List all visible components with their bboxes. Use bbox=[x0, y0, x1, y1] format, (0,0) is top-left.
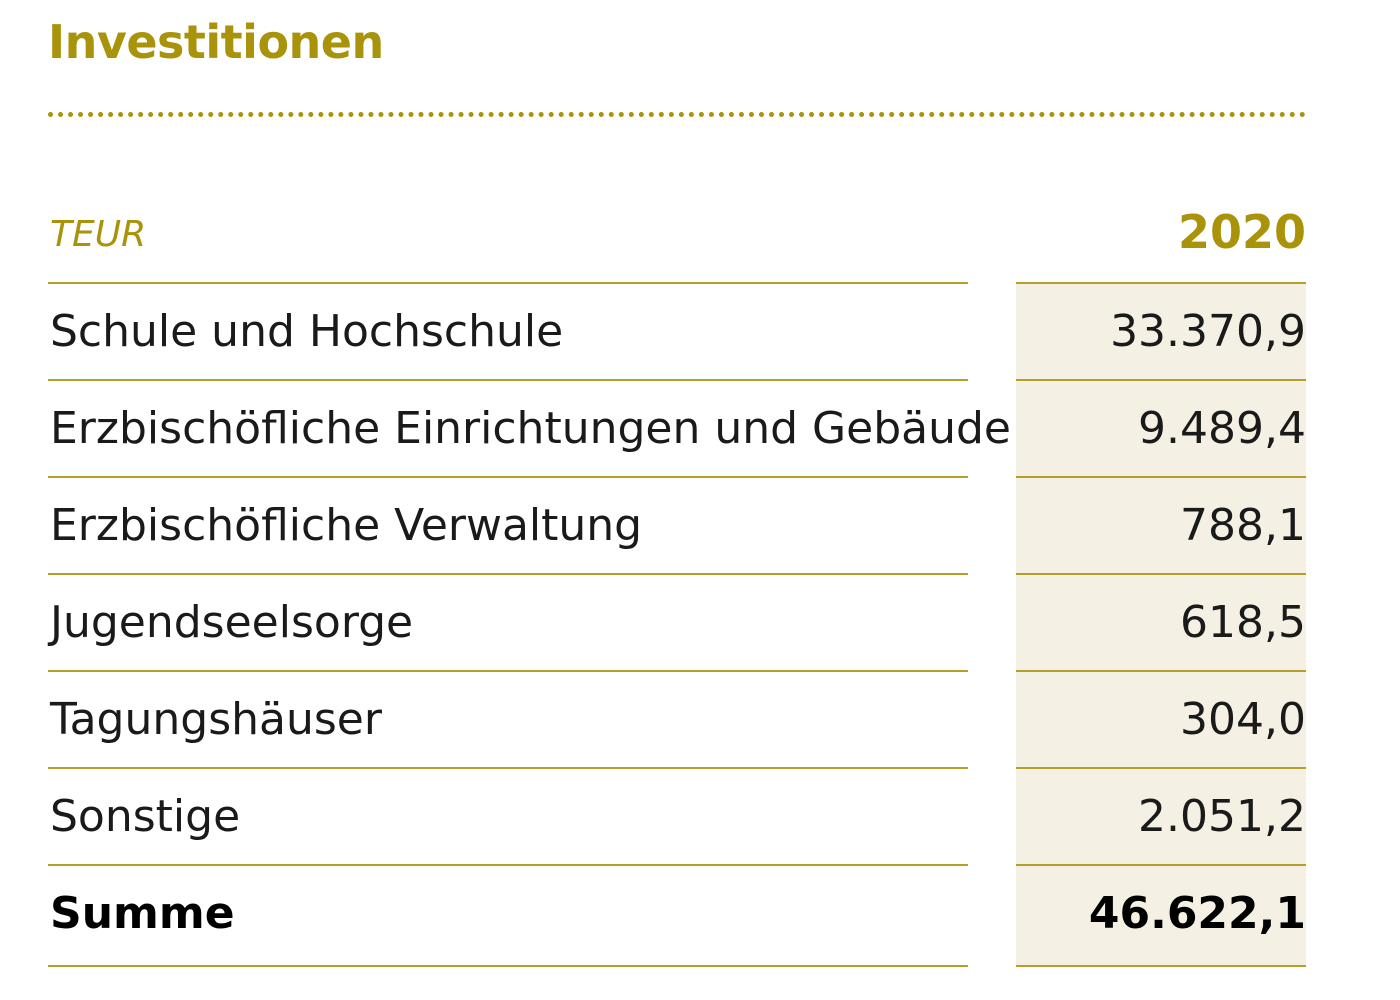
row-divider-left bbox=[48, 476, 968, 478]
total-value: 46.622,1 bbox=[1088, 888, 1306, 939]
bottom-divider-left bbox=[48, 965, 968, 967]
unit-header: TEUR bbox=[50, 214, 147, 255]
row-divider-left bbox=[48, 670, 968, 672]
row-value: 618,5 bbox=[1180, 597, 1306, 648]
table-row: Jugendseelsorge 618,5 bbox=[0, 573, 1400, 670]
row-divider-left bbox=[48, 864, 968, 866]
row-label: Erzbischöfliche Einrichtungen und Gebäud… bbox=[50, 403, 1011, 454]
row-divider-right bbox=[1016, 379, 1306, 381]
value-column-background bbox=[1016, 282, 1306, 966]
row-value: 788,1 bbox=[1180, 500, 1306, 551]
row-label: Tagungshäuser bbox=[50, 694, 382, 745]
row-label: Jugendseelsorge bbox=[50, 597, 414, 648]
row-label: Schule und Hochschule bbox=[50, 306, 564, 357]
row-divider-right bbox=[1016, 573, 1306, 575]
row-divider-right bbox=[1016, 670, 1306, 672]
total-row: Summe 46.622,1 bbox=[0, 864, 1400, 961]
table-row: Schule und Hochschule 33.370,9 bbox=[0, 282, 1400, 379]
row-divider-left bbox=[48, 767, 968, 769]
page-title: Investitionen bbox=[48, 15, 384, 69]
row-divider-right bbox=[1016, 282, 1306, 284]
row-divider-left bbox=[48, 282, 968, 284]
table-body: Schule und Hochschule 33.370,9 Erzbischö… bbox=[0, 282, 1400, 961]
row-value: 304,0 bbox=[1180, 694, 1306, 745]
total-label: Summe bbox=[50, 888, 235, 939]
table-row: Tagungshäuser 304,0 bbox=[0, 670, 1400, 767]
row-divider-right bbox=[1016, 767, 1306, 769]
table-row: Erzbischöfliche Verwaltung 788,1 bbox=[0, 476, 1400, 573]
bottom-divider-right bbox=[1016, 965, 1306, 967]
year-header: 2020 bbox=[1177, 205, 1306, 259]
row-value: 2.051,2 bbox=[1138, 791, 1306, 842]
row-value: 33.370,9 bbox=[1110, 306, 1306, 357]
dotted-divider bbox=[48, 112, 1306, 117]
row-value: 9.489,4 bbox=[1138, 403, 1306, 454]
row-divider-right bbox=[1016, 476, 1306, 478]
row-divider-right bbox=[1016, 864, 1306, 866]
row-label: Erzbischöfliche Verwaltung bbox=[50, 500, 643, 551]
table-row: Erzbischöfliche Einrichtungen und Gebäud… bbox=[0, 379, 1400, 476]
row-divider-left bbox=[48, 573, 968, 575]
row-label: Sonstige bbox=[50, 791, 241, 842]
table-row: Sonstige 2.051,2 bbox=[0, 767, 1400, 864]
row-divider-left bbox=[48, 379, 968, 381]
